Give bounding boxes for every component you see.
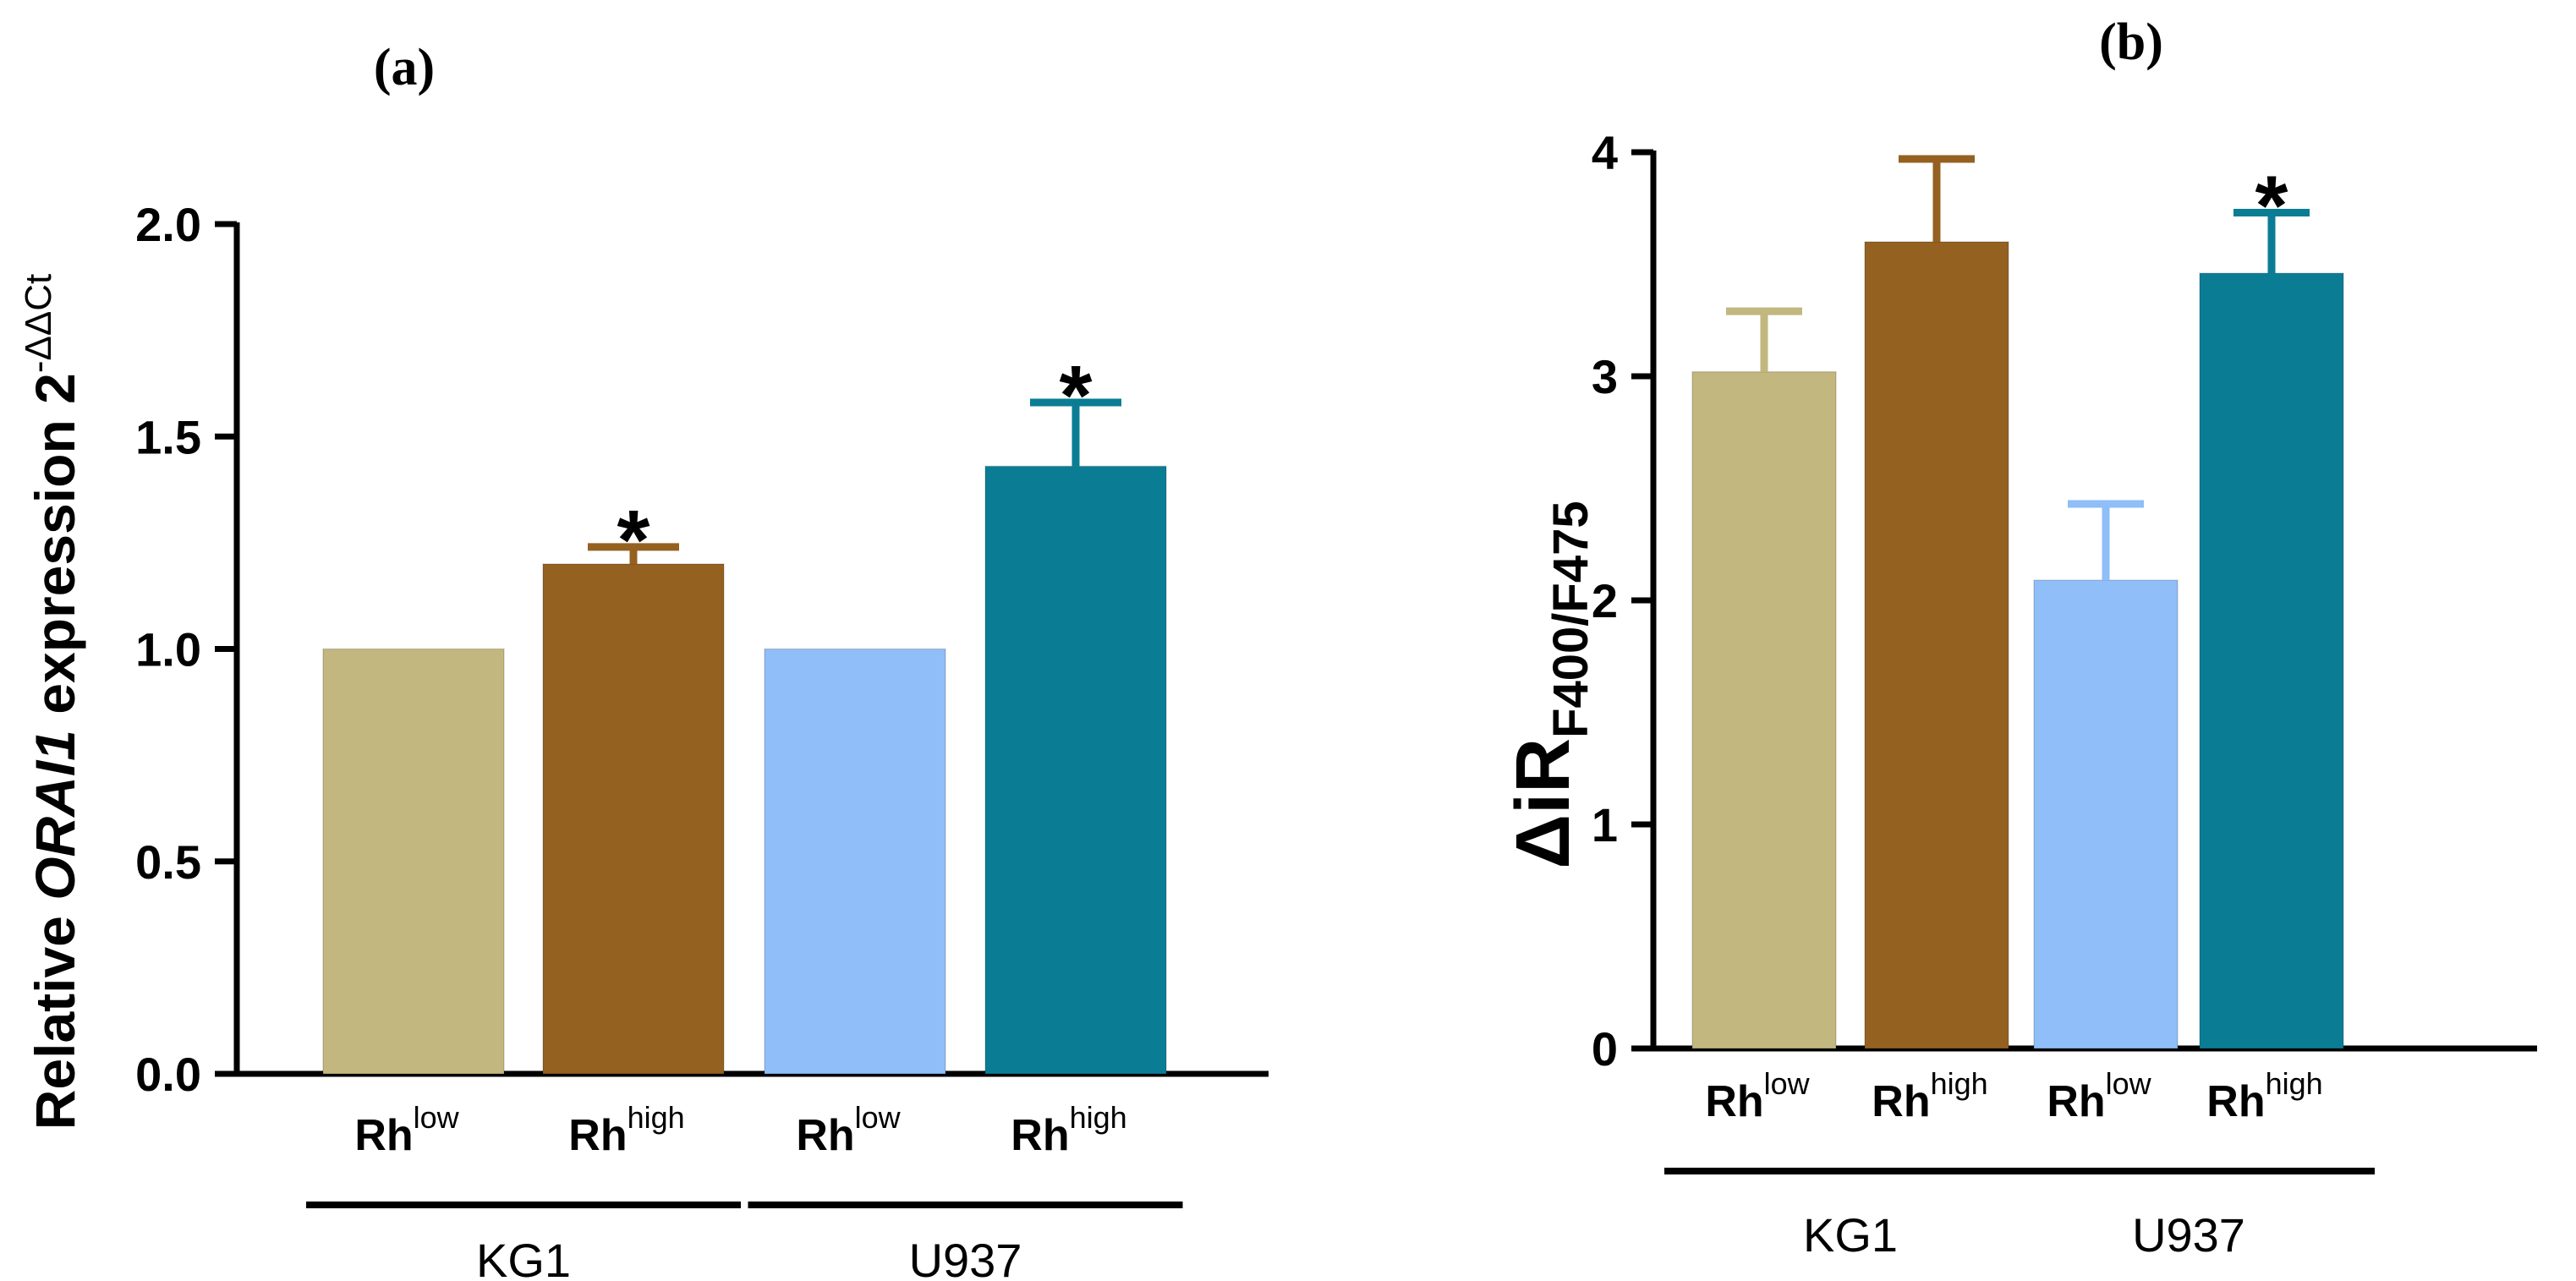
category-base: Rh [2047,1077,2105,1126]
category-sup: low [855,1100,902,1135]
panel-a-category-label: Rhlow [796,1100,901,1160]
category-base: Rh [1705,1077,1763,1126]
panel-b-y-tick-label: 3 [1592,350,1618,403]
panel-a-group-label: KG1 [476,1234,571,1281]
panel-a-bar [764,648,946,1075]
panel-a-y-label-suffix: expression 2 [24,373,86,730]
panel-a-y-axis-label: Relative ORAI1 expression 2-ΔΔCt [18,274,86,1130]
panel-b-y-axis-label: ΔiRF400/F475 [1501,501,1598,868]
panel-a-y-tick-label: 1.0 [135,623,201,676]
category-base: Rh [2206,1077,2265,1126]
panel-b-label: (b) [2099,14,2163,71]
panel-a-y-label-gene: ORAI1 [24,730,86,901]
panel-b-y-tick-label: 4 [1592,126,1618,179]
panel-a-bar [542,563,725,1075]
panel-a-label: (a) [374,39,435,96]
panel-a-significance-marker: * [617,493,650,588]
panel-b-bar [2199,272,2344,1049]
panel-a-y-label-sup: -ΔΔCt [18,274,59,373]
category-base: Rh [568,1111,627,1160]
panel-a-y-label-prefix: Relative [24,901,86,1130]
panel-a-group-label: U937 [909,1234,1022,1281]
panel-a-category-label: Rhhigh [568,1100,684,1160]
panel-a-y-tick-label: 0.5 [135,835,201,889]
panel-b-category-label: Rhhigh [2206,1066,2322,1126]
panel-a-bar [984,465,1167,1075]
panel-a-significance-marker: * [1060,348,1093,443]
panel-b-y-label-main: ΔiR [1501,738,1586,869]
category-sup: high [2266,1066,2323,1101]
panel-b-significance-marker: * [2255,159,2288,254]
panel-a-y-tick-label: 1.5 [135,410,201,463]
panel-a-bar [322,648,505,1075]
category-base: Rh [354,1111,413,1160]
panel-b-group-label: U937 [2132,1208,2245,1262]
category-sup: low [1764,1066,1811,1101]
panel-b-category-label: Rhlow [1705,1066,1810,1126]
panel-b-y-label-sub: F400/F475 [1543,501,1598,738]
panel-b-bar [1691,370,1837,1049]
category-sup: low [2106,1066,2152,1101]
panel-b-category-label: Rhlow [2047,1066,2151,1126]
panel-a-y-tick-label: 0.0 [135,1048,201,1101]
category-sup: high [1931,1066,1988,1101]
panel-b-group-label: KG1 [1803,1208,1898,1262]
panel-b-bar [2033,579,2179,1049]
panel-a-y-tick-label: 2.0 [135,198,201,251]
panel-b-category-label: Rhhigh [1872,1066,1987,1126]
panel-b-y-tick-label: 0 [1592,1022,1618,1076]
category-sup: high [628,1100,685,1135]
panel-b-y-tick-label: 1 [1592,798,1618,851]
panel-a-category-label: Rhlow [354,1100,459,1160]
panel-a-category-label: Rhhigh [1011,1100,1126,1160]
category-base: Rh [796,1111,854,1160]
category-sup: high [1070,1100,1127,1135]
category-base: Rh [1872,1077,1930,1126]
panel-b-bar [1864,241,2009,1049]
category-base: Rh [1011,1111,1069,1160]
panel-b-y-tick-label: 2 [1592,574,1618,627]
category-sup: low [414,1100,460,1135]
